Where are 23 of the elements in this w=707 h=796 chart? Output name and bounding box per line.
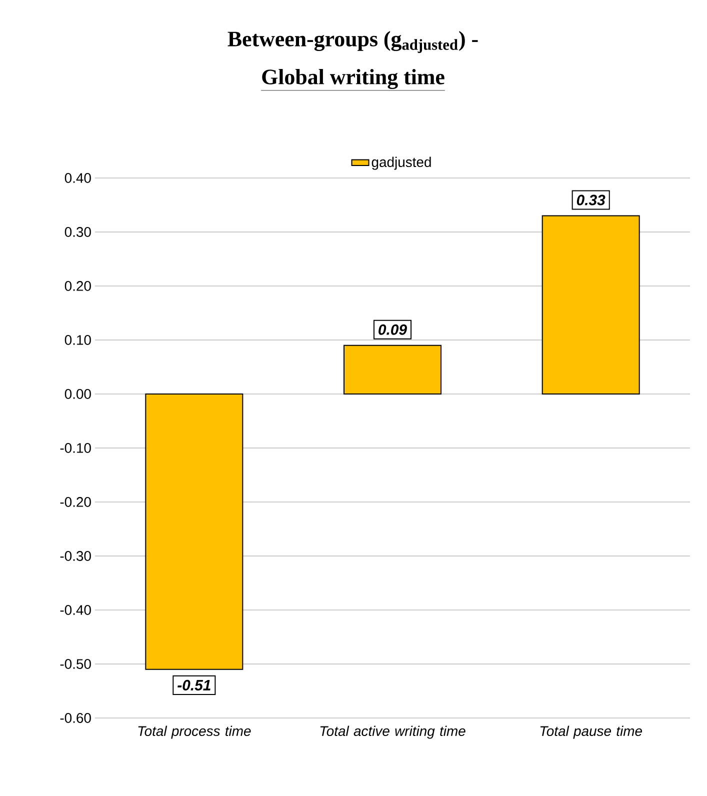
chart-subtitle: Global writing time — [262, 68, 444, 90]
y-tick-label: -0.20 — [60, 497, 91, 507]
y-tick-label: -0.50 — [60, 659, 91, 669]
y-tick-label: -0.30 — [60, 551, 91, 561]
text: -0.51 — [178, 680, 210, 690]
y-tick-label: 0.20 — [64, 281, 91, 291]
x-tick-label: Total pause time — [540, 726, 642, 739]
y-tick-label: -0.10 — [60, 443, 91, 453]
bar — [145, 393, 244, 670]
bar — [344, 344, 442, 394]
y-tick-label: 0.10 — [64, 335, 91, 345]
y-tick-label: 0.30 — [64, 227, 91, 237]
y-tick-label: -0.60 — [60, 713, 91, 723]
x-tick-label: Total active writing time — [320, 726, 466, 739]
text: 0.09 — [378, 324, 407, 335]
chart-title: Between-groups (g$_{adjusted}$) - — [228, 30, 478, 53]
y-tick-label: 0.00 — [64, 389, 91, 399]
y-tick-label: -0.40 — [60, 605, 91, 615]
bar — [542, 215, 640, 394]
legend-label: gadjusted — [372, 156, 431, 170]
x-tick-label: Total process time — [138, 726, 251, 739]
text: 0.33 — [576, 194, 606, 206]
y-tick-label: 0.40 — [64, 173, 91, 183]
